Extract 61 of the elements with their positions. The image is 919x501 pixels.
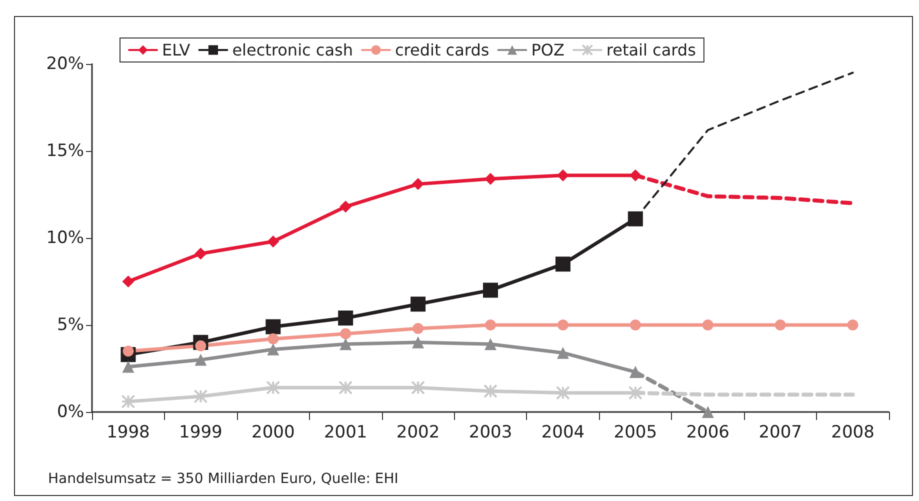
y-tick-label: 5% <box>57 315 84 335</box>
point <box>556 346 569 359</box>
y-tick-label: 0% <box>57 402 84 422</box>
point <box>483 282 498 298</box>
point <box>628 211 643 226</box>
y-tick-label: 15% <box>46 141 84 161</box>
point <box>630 320 641 330</box>
x-tick-label: 2005 <box>614 422 658 442</box>
point <box>268 333 279 344</box>
point <box>702 320 714 330</box>
point <box>412 178 424 190</box>
point <box>122 360 134 373</box>
point <box>338 310 354 326</box>
x-tick-label: 2007 <box>758 422 802 442</box>
x-tick-label: 2008 <box>831 422 874 442</box>
legend-label: POZ <box>531 40 564 60</box>
point <box>267 343 280 356</box>
point <box>411 380 426 395</box>
point <box>194 354 207 366</box>
point <box>557 320 568 330</box>
x-tick-label: 2001 <box>324 422 368 442</box>
y-tick-label: 10% <box>46 228 84 248</box>
point <box>266 319 281 334</box>
point <box>340 200 352 213</box>
y-tick-label: 20% <box>46 54 84 74</box>
x-tick-label: 1999 <box>179 422 222 442</box>
x-tick-label: 2000 <box>252 422 295 442</box>
legend-label: retail cards <box>606 40 696 60</box>
x-tick-label: 2003 <box>468 422 512 442</box>
x-tick-label: 1998 <box>106 422 150 442</box>
point <box>267 235 280 248</box>
legend-label: credit cards <box>394 40 490 60</box>
point <box>412 322 424 334</box>
point <box>847 320 858 330</box>
point <box>556 386 570 400</box>
point <box>410 296 426 312</box>
point <box>485 320 496 330</box>
point <box>484 384 498 398</box>
x-tick-label: 2002 <box>396 422 440 442</box>
point <box>774 320 786 330</box>
point <box>194 248 207 260</box>
point <box>194 389 208 404</box>
point <box>338 380 353 395</box>
text: Handelsumsatz = 350 Milliarden Euro, Quelle: EHI <box>48 471 398 487</box>
point <box>628 386 642 400</box>
legend-label: ELV <box>162 40 190 60</box>
point <box>484 338 496 350</box>
point <box>629 366 642 378</box>
point <box>122 276 134 288</box>
point <box>629 169 642 182</box>
point <box>266 380 280 395</box>
point <box>484 172 496 185</box>
x-tick-label: 2004 <box>541 422 585 442</box>
point <box>121 394 136 409</box>
point <box>340 328 352 340</box>
legend-label: electronic cash <box>232 40 353 60</box>
point <box>412 336 424 348</box>
x-tick-label: 2006 <box>686 422 730 442</box>
point <box>556 169 569 182</box>
point <box>340 338 352 350</box>
point <box>555 256 570 272</box>
